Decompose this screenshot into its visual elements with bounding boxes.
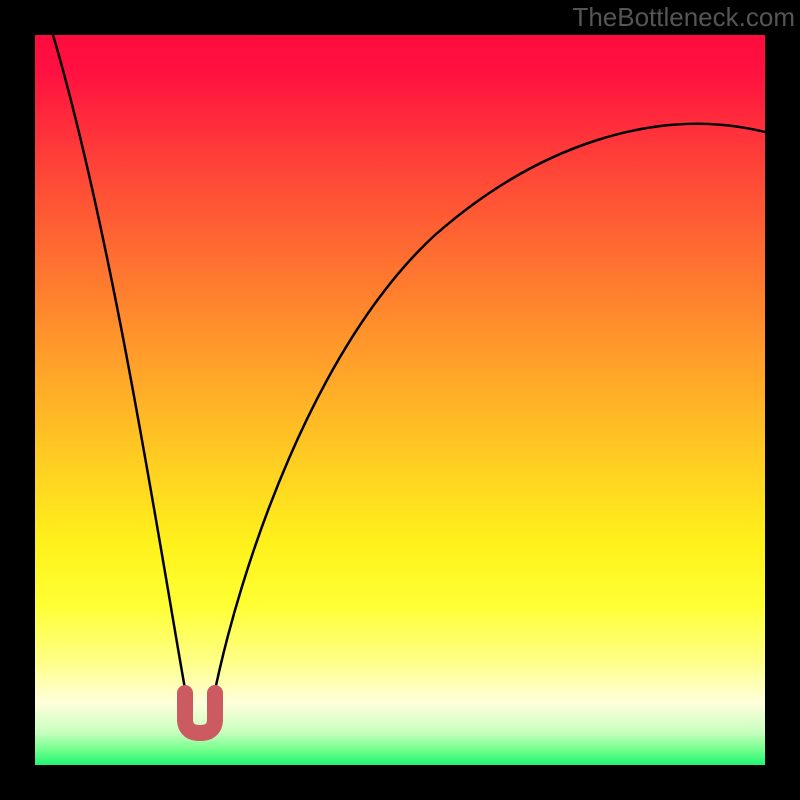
chart-svg bbox=[35, 35, 765, 765]
gradient-background bbox=[35, 35, 765, 765]
watermark-text: TheBottleneck.com bbox=[572, 2, 795, 33]
chart-panel bbox=[35, 35, 765, 765]
